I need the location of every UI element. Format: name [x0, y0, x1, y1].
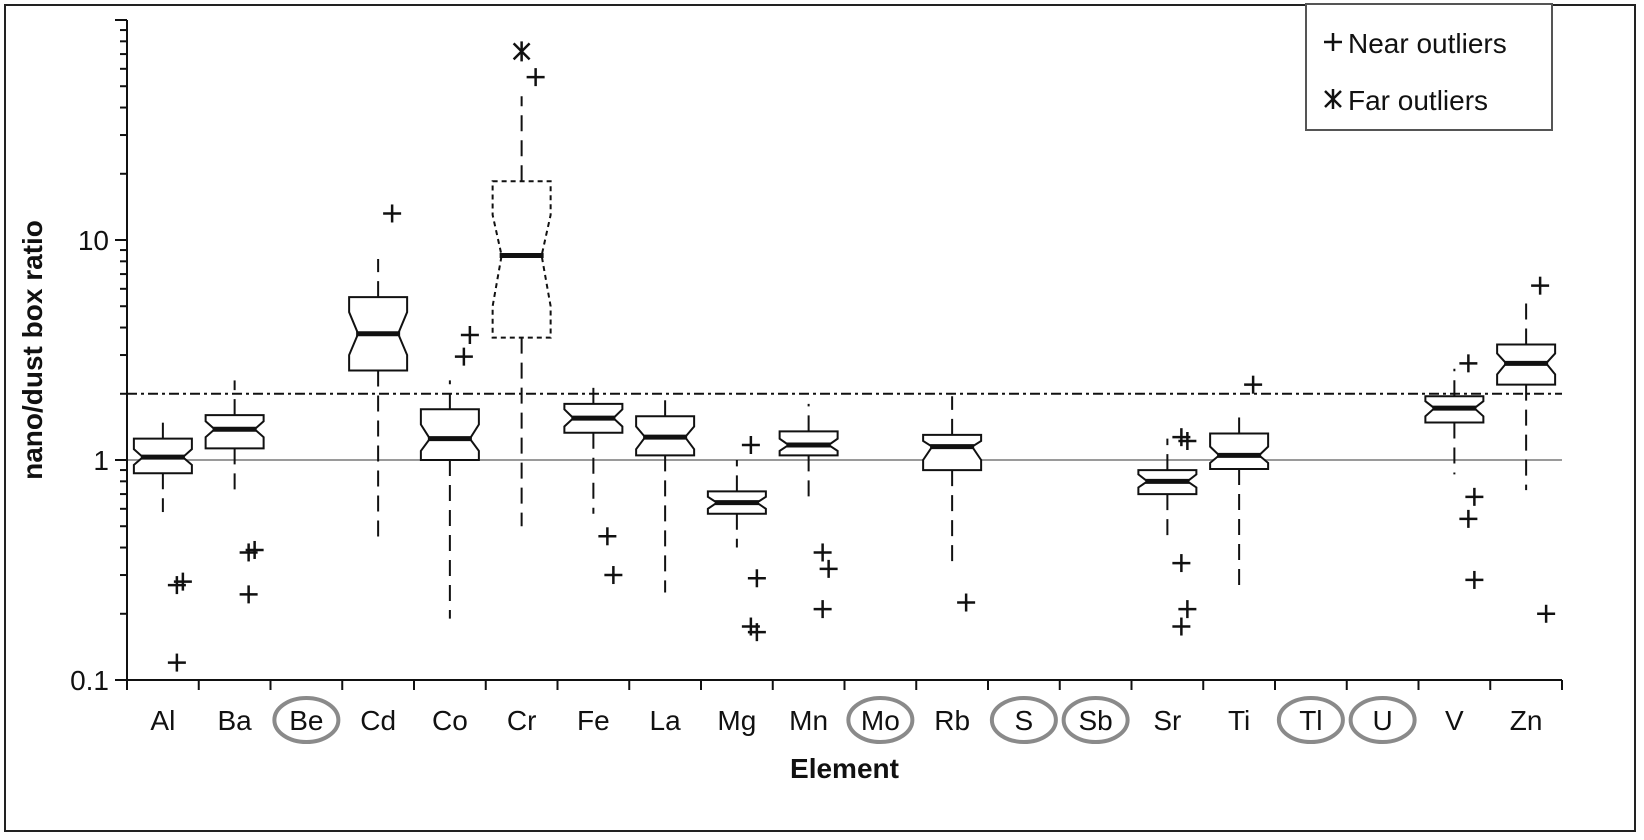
circled-category-marker: [1348, 696, 1417, 744]
y-tick-label: 10: [78, 225, 109, 256]
x-tick-label: Sr: [1153, 705, 1181, 736]
circled-category-marker: [272, 696, 341, 744]
x-tick-label: Mg: [717, 705, 756, 736]
x-tick-label: Tl: [1299, 705, 1322, 736]
x-tick-label: V: [1445, 705, 1464, 736]
box-co: [419, 408, 480, 461]
x-tick-label: Sb: [1079, 705, 1113, 736]
x-tick-label: Mn: [789, 705, 828, 736]
circled-category-marker: [1061, 696, 1130, 744]
x-tick-label: Zn: [1510, 705, 1543, 736]
x-tick-label: Co: [432, 705, 468, 736]
x-tick-label: Ba: [218, 705, 253, 736]
y-axis-title: nano/dust box ratio: [17, 220, 48, 480]
x-tick-label: Be: [289, 705, 323, 736]
legend-item-label: Far outliers: [1348, 85, 1488, 116]
x-tick-label: U: [1373, 705, 1393, 736]
x-tick-label: Cr: [507, 705, 537, 736]
x-tick-label: Mo: [861, 705, 900, 736]
box-cr: [491, 180, 552, 339]
box-rb: [922, 433, 983, 472]
box-ti: [1209, 432, 1270, 471]
circled-category-marker: [1276, 696, 1345, 744]
legend-box: [1305, 3, 1553, 131]
y-tick-label: 0.1: [70, 665, 109, 696]
circled-category-marker: [989, 696, 1058, 744]
chart-frame: [4, 4, 1636, 832]
legend-item-label: Near outliers: [1348, 28, 1507, 59]
x-tick-label: Ti: [1228, 705, 1250, 736]
x-tick-label: S: [1015, 705, 1034, 736]
x-tick-label: Cd: [360, 705, 396, 736]
y-tick-label: 1: [93, 445, 109, 476]
x-tick-label: Al: [150, 705, 175, 736]
x-axis-title: Element: [790, 753, 899, 784]
circled-category-marker: [846, 696, 915, 744]
x-tick-label: La: [650, 705, 682, 736]
x-tick-label: Fe: [577, 705, 610, 736]
x-tick-label: Rb: [934, 705, 970, 736]
